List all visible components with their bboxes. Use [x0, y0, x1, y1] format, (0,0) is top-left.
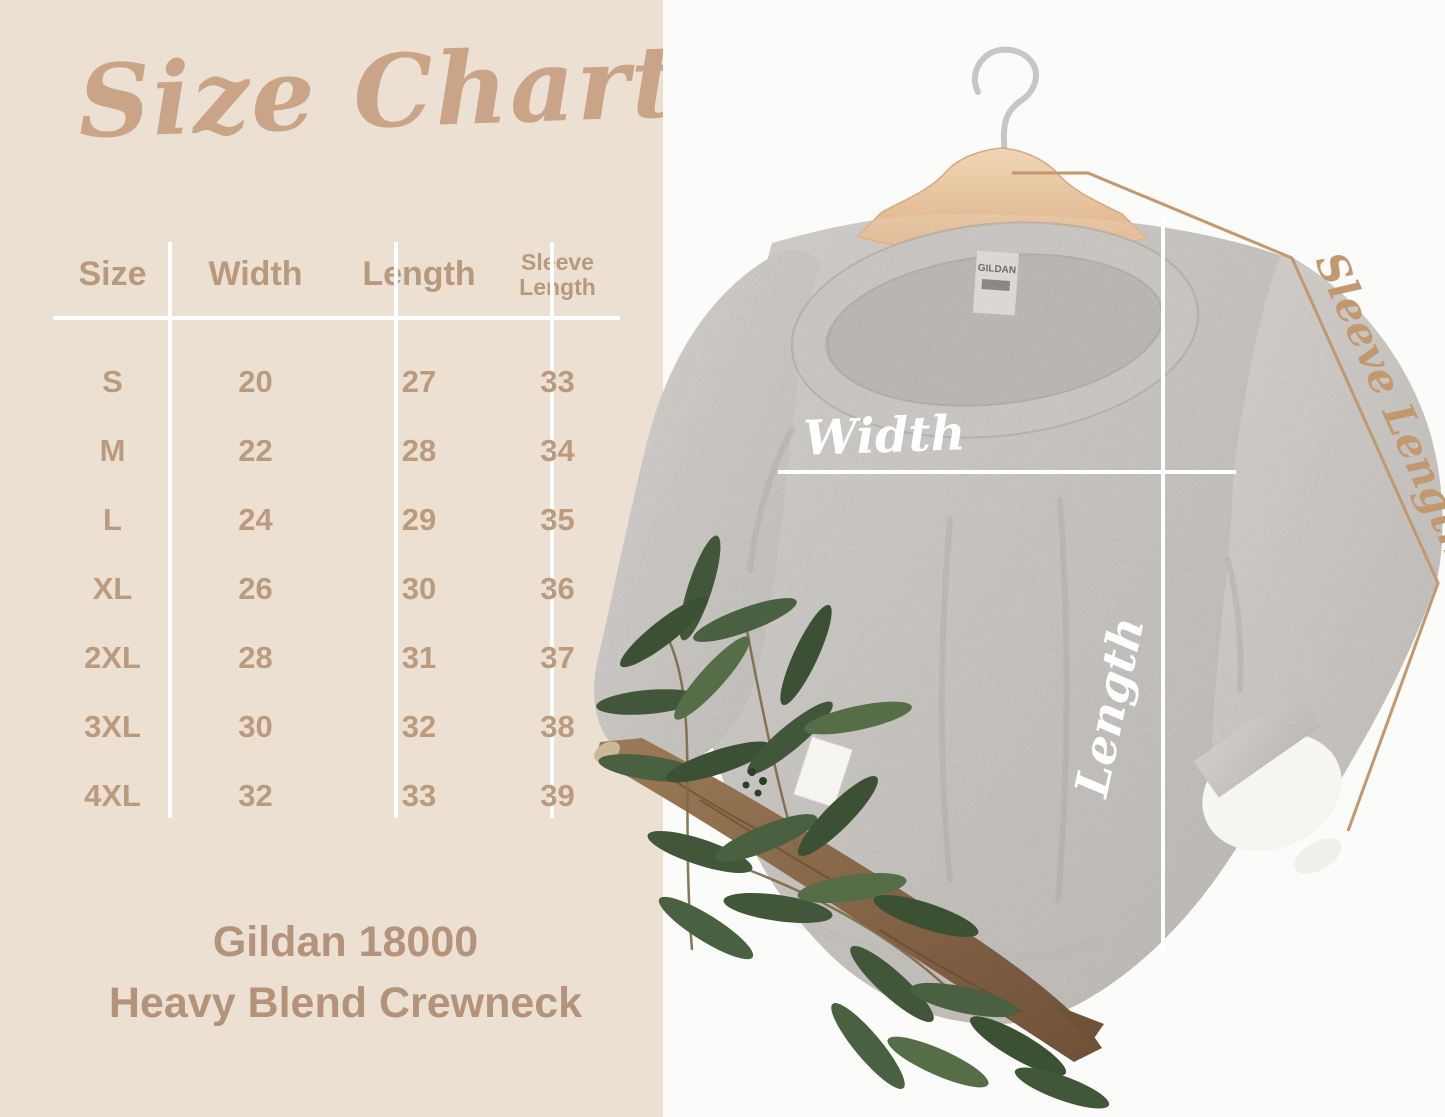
- size-cell: S: [102, 363, 123, 399]
- measurement-cell: 34: [540, 432, 575, 468]
- measurement-cell: 39: [540, 777, 575, 813]
- hanger: [856, 147, 1148, 248]
- fabric-texture: [594, 214, 1443, 1025]
- measurement-cell: 29: [401, 501, 437, 537]
- neck-opening: [809, 238, 1181, 422]
- size-table: Size Width Length Sleeve Length S 20 27 33 M…: [53, 233, 620, 833]
- table-column-divider: [550, 242, 554, 818]
- measurement-cell: 33: [401, 777, 437, 813]
- measurement-cell: 33: [540, 363, 575, 399]
- measurement-cell: 32: [238, 777, 273, 813]
- width-line: [778, 470, 1236, 474]
- measurement-cell: 30: [401, 570, 437, 606]
- column-header-size: Size: [78, 255, 147, 293]
- hang-tag: [793, 736, 853, 808]
- size-chart-panel: Size Chart Size Width Length Sleeve Leng…: [0, 0, 682, 1117]
- sleeve-length-label: Sleeve Length: [1305, 245, 1445, 568]
- table-row: 4XL 32 33 39: [55, 761, 618, 830]
- sweatshirt: [594, 214, 1443, 1025]
- table-row: 2XL 28 31 37: [55, 623, 618, 692]
- page-title: Size Chart: [76, 22, 682, 162]
- measurement-cell: 28: [238, 639, 273, 675]
- measurement-cell: 30: [238, 708, 273, 744]
- measurement-cell: 38: [540, 708, 575, 744]
- measurement-cell: 26: [238, 570, 273, 606]
- berries: [742, 768, 767, 797]
- table-header-divider: [53, 316, 620, 320]
- size-cell: 4XL: [84, 777, 141, 813]
- length-line: [1161, 218, 1165, 952]
- table-row: S 20 27 33: [55, 347, 618, 416]
- cuff-peek: [1294, 838, 1342, 874]
- right-sleeve: [1211, 252, 1443, 843]
- garment-tag: GILDAN: [972, 250, 1020, 316]
- table-body: S 20 27 33 M 22 28 34 L 24 29 35 XL 26 30 36 2XL 28 31 37 3X…: [55, 347, 618, 830]
- size-cell: L: [103, 501, 122, 537]
- white-cuff: [1202, 733, 1342, 851]
- table-column-divider: [394, 242, 398, 818]
- product-name-line2: Heavy Blend Crewneck: [108, 979, 583, 1028]
- measurement-cell: 20: [238, 363, 273, 399]
- length-label: Length: [1064, 612, 1155, 803]
- measurement-cell: 31: [401, 639, 437, 675]
- collar: [790, 221, 1200, 439]
- table-header-row: Size Width Length Sleeve Length: [55, 233, 618, 316]
- width-label: Width: [803, 405, 967, 467]
- measurement-cell: 28: [401, 432, 437, 468]
- table-column-divider: [168, 242, 172, 818]
- hanger-hook: [971, 46, 1039, 171]
- table-row: L 24 29 35: [55, 485, 618, 554]
- measurement-cell: 35: [540, 501, 575, 537]
- measurement-cell: 24: [238, 501, 273, 537]
- sleeve-length-line: [1012, 171, 1440, 832]
- size-cell: 2XL: [84, 639, 141, 675]
- table-row: XL 26 30 36: [55, 554, 618, 623]
- product-name-line1: Gildan 18000: [212, 918, 479, 966]
- photo-background: [663, 0, 1445, 1117]
- measurement-cell: 36: [540, 570, 575, 606]
- sleeve-end: [1193, 690, 1321, 798]
- size-cell: 3XL: [84, 708, 141, 744]
- product-name: Gildan 18000 Heavy Blend Crewneck: [14, 912, 677, 1034]
- measurement-cell: 27: [401, 363, 437, 399]
- measurement-cell: 32: [401, 708, 437, 744]
- table-row: 3XL 30 32 38: [55, 692, 618, 761]
- column-header-width: Width: [208, 255, 303, 293]
- size-cell: XL: [92, 570, 133, 606]
- measurement-cell: 22: [238, 432, 273, 468]
- table-row: M 22 28 34: [55, 416, 618, 485]
- garment-tag-text: GILDAN: [977, 263, 1016, 277]
- column-header-sleeve-length: Sleeve Length: [519, 248, 596, 300]
- column-header-length: Length: [362, 255, 476, 293]
- size-cell: M: [99, 432, 126, 468]
- measurement-cell: 37: [540, 639, 575, 675]
